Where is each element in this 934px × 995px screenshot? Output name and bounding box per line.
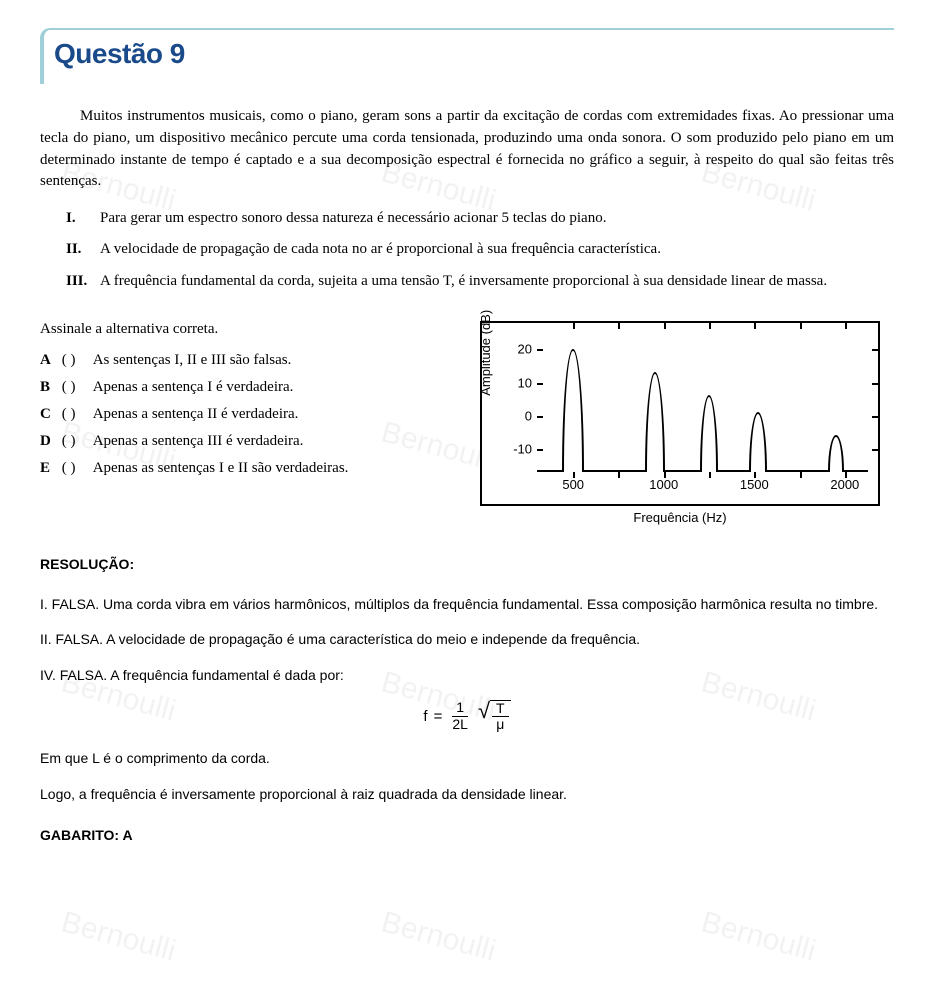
option-paren: ( )	[62, 406, 90, 423]
chart-peak	[645, 372, 665, 472]
resolution-section: RESOLUÇÃO: I. FALSA. Uma corda vibra em …	[40, 553, 894, 848]
question-header: Questão 9	[40, 28, 894, 84]
formula-frac-den: 2L	[448, 717, 472, 732]
question-intro: Muitos instrumentos musicais, como o pia…	[40, 106, 894, 193]
chart-x-label: 2000	[830, 477, 859, 492]
chart-x-tick-top	[573, 323, 575, 329]
chart-peak	[749, 412, 767, 472]
option-letter: D	[40, 433, 58, 450]
option-d[interactable]: D ( ) Apenas a sentença III é verdadeira…	[40, 433, 460, 450]
formula-lhs: f	[423, 704, 427, 730]
radical-icon: √	[478, 700, 490, 733]
spectrum-chart: Amplitude (dB) -1001020500100015002000	[480, 321, 880, 506]
option-text: Apenas as sentenças I e II são verdadeir…	[93, 460, 349, 476]
resolution-after-2: Logo, a frequência é inversamente propor…	[40, 783, 894, 807]
chart-y-tick-right	[872, 383, 878, 385]
statement-roman: II.	[66, 238, 81, 261]
chart-y-label: 10	[504, 375, 532, 390]
chart-y-tick	[537, 349, 543, 351]
chart-y-tick-right	[872, 349, 878, 351]
statement-3: III. A frequência fundamental da corda, …	[66, 270, 894, 293]
formula: f = 1 2L √ T μ	[40, 700, 894, 733]
resolution-item-2: II. FALSA. A velocidade de propagação é …	[40, 628, 894, 652]
chart-peak	[828, 435, 844, 472]
statement-text: Para gerar um espectro sonoro dessa natu…	[100, 210, 606, 226]
chart-x-tick-top	[754, 323, 756, 329]
chart-peak	[700, 395, 718, 471]
statement-2: II. A velocidade de propagação de cada n…	[66, 238, 894, 261]
option-text: Apenas a sentença II é verdadeira.	[93, 406, 299, 422]
chart-y-label: 20	[504, 342, 532, 357]
alternatives-column: Assinale a alternativa correta. A ( ) As…	[40, 321, 460, 487]
option-text: As sentenças I, II e III são falsas.	[93, 352, 292, 368]
option-paren: ( )	[62, 352, 90, 369]
option-paren: ( )	[62, 460, 90, 477]
chart-column: Amplitude (dB) -1001020500100015002000 F…	[480, 321, 894, 525]
chart-y-tick	[537, 416, 543, 418]
formula-eq: =	[434, 704, 443, 730]
chart-y-axis-title: Amplitude (dB)	[478, 310, 493, 396]
chart-plot-area	[537, 333, 868, 472]
option-e[interactable]: E ( ) Apenas as sentenças I e II são ver…	[40, 460, 460, 477]
statements-list: I. Para gerar um espectro sonoro dessa n…	[40, 207, 894, 293]
chart-x-axis-title: Frequência (Hz)	[480, 510, 880, 525]
formula-rad-num: T	[492, 701, 509, 717]
chart-x-tick-top	[618, 323, 620, 329]
option-paren: ( )	[62, 433, 90, 450]
option-a[interactable]: A ( ) As sentenças I, II e III são falsa…	[40, 352, 460, 369]
formula-rad-den: μ	[492, 717, 508, 732]
option-letter: C	[40, 406, 58, 423]
chart-x-tick-top	[709, 323, 711, 329]
chart-y-label: 0	[504, 408, 532, 423]
watermark: Bernoulli	[698, 905, 820, 968]
statement-roman: III.	[66, 270, 87, 293]
chart-x-label: 500	[562, 477, 584, 492]
chart-x-tick-top	[845, 323, 847, 329]
chart-x-tick-minor	[618, 472, 620, 478]
chart-x-label: 1000	[649, 477, 678, 492]
alternatives-prompt: Assinale a alternativa correta.	[40, 321, 460, 338]
chart-y-tick-right	[872, 449, 878, 451]
option-c[interactable]: C ( ) Apenas a sentença II é verdadeira.	[40, 406, 460, 423]
resolution-item-1: I. FALSA. Uma corda vibra em vários harm…	[40, 593, 894, 617]
chart-y-tick	[537, 449, 543, 451]
chart-y-label: -10	[504, 442, 532, 457]
option-text: Apenas a sentença III é verdadeira.	[93, 433, 304, 449]
statement-text: A velocidade de propagação de cada nota …	[100, 241, 661, 257]
formula-fraction: 1 2L	[448, 700, 472, 732]
formula-frac-num: 1	[452, 700, 468, 716]
watermark: Bernoulli	[58, 905, 180, 968]
option-paren: ( )	[62, 379, 90, 396]
resolution-after-1: Em que L é o comprimento da corda.	[40, 747, 894, 771]
option-text: Apenas a sentença I é verdadeira.	[93, 379, 294, 395]
option-letter: B	[40, 379, 58, 396]
options-list: A ( ) As sentenças I, II e III são falsa…	[40, 352, 460, 477]
chart-x-tick-top	[664, 323, 666, 329]
statement-1: I. Para gerar um espectro sonoro dessa n…	[66, 207, 894, 230]
chart-y-tick	[537, 383, 543, 385]
option-b[interactable]: B ( ) Apenas a sentença I é verdadeira.	[40, 379, 460, 396]
option-letter: E	[40, 460, 58, 477]
resolution-item-3: IV. FALSA. A frequência fundamental é da…	[40, 664, 894, 688]
chart-x-tick-top	[800, 323, 802, 329]
chart-peak	[562, 349, 584, 472]
chart-x-tick-minor	[709, 472, 711, 478]
chart-x-label: 1500	[740, 477, 769, 492]
option-letter: A	[40, 352, 58, 369]
gabarito: GABARITO: A	[40, 824, 894, 848]
statement-text: A frequência fundamental da corda, sujei…	[100, 273, 827, 289]
statement-roman: I.	[66, 207, 76, 230]
question-title: Questão 9	[54, 38, 894, 70]
chart-x-tick-minor	[800, 472, 802, 478]
chart-y-tick-right	[872, 416, 878, 418]
formula-sqrt: √ T μ	[478, 700, 511, 733]
watermark: Bernoulli	[378, 905, 500, 968]
resolution-title: RESOLUÇÃO:	[40, 553, 894, 577]
